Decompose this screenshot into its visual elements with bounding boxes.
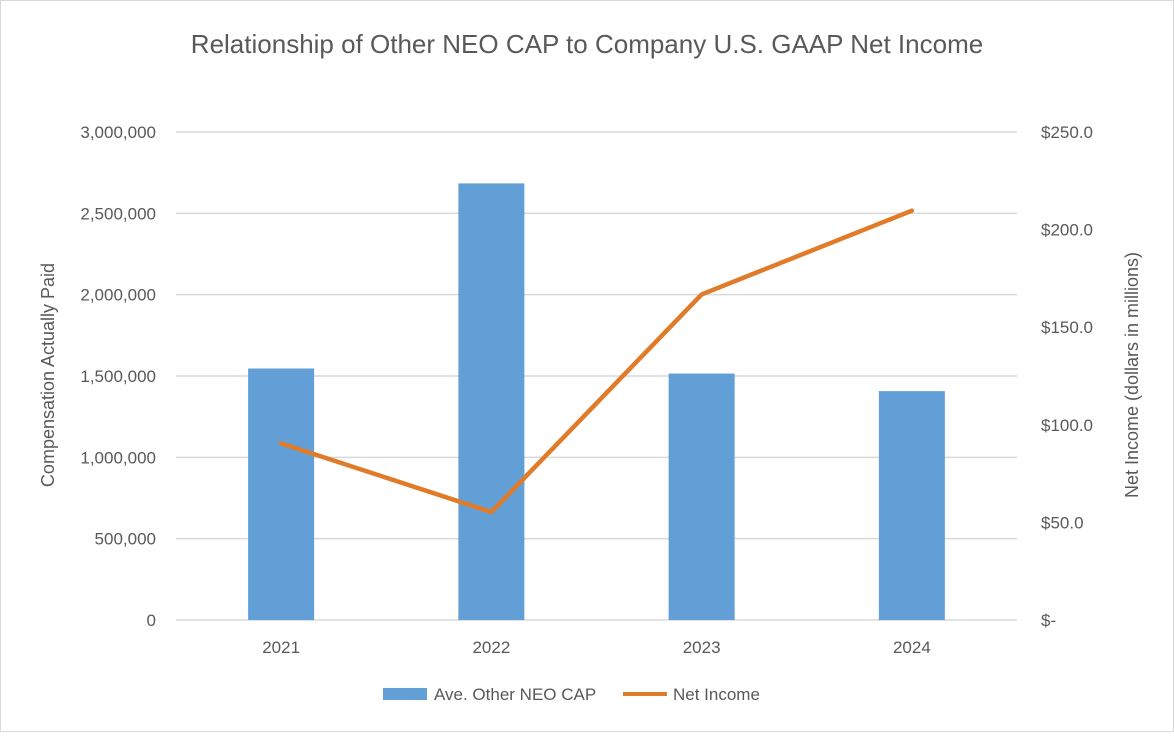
legend-swatch-bar (383, 688, 427, 700)
x-tick-label: 2023 (683, 638, 721, 657)
bar-2023 (669, 374, 735, 620)
x-tick-label: 2022 (472, 638, 510, 657)
y2-axis-label: Net Income (dollars in millions) (1122, 252, 1142, 498)
y2-tick-label: $250.0 (1041, 123, 1093, 142)
legend: Ave. Other NEO CAP Net Income (383, 685, 760, 704)
bar-2024 (879, 391, 945, 620)
y-axis-label: Compensation Actually Paid (38, 263, 58, 487)
legend-label-line: Net Income (673, 685, 760, 704)
x-tick-label: 2024 (893, 638, 931, 657)
bar-2021 (248, 369, 314, 620)
legend-label-bar: Ave. Other NEO CAP (434, 685, 596, 704)
y-tick-label: 500,000 (95, 530, 156, 549)
bar-2022 (458, 183, 524, 620)
y2-tick-label: $- (1041, 611, 1056, 630)
y2-tick-label: $100.0 (1041, 416, 1093, 435)
y2-tick-label: $150.0 (1041, 318, 1093, 337)
y2-tick-label: $50.0 (1041, 513, 1084, 532)
y-tick-label: 3,000,000 (80, 123, 156, 142)
x-tick-label: 2021 (262, 638, 300, 657)
y-tick-label: 1,000,000 (80, 448, 156, 467)
y-tick-label: 0 (147, 611, 156, 630)
chart-title: Relationship of Other NEO CAP to Company… (191, 29, 983, 59)
y-tick-label: 2,500,000 (80, 204, 156, 223)
y-tick-label: 1,500,000 (80, 367, 156, 386)
y2-tick-label: $200.0 (1041, 221, 1093, 240)
net-income-line (281, 211, 912, 512)
y-tick-label: 2,000,000 (80, 286, 156, 305)
